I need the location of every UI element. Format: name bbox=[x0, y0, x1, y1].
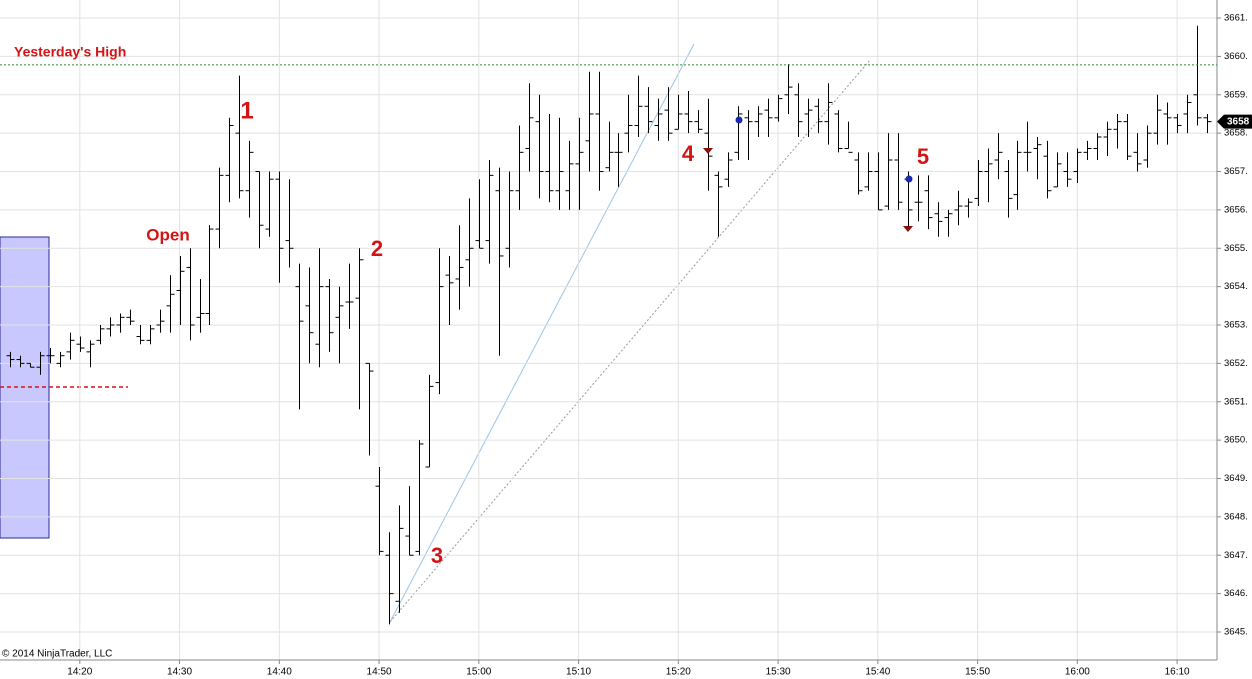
y-tick-label: 3649. bbox=[1224, 473, 1248, 484]
y-tick-label: 3661. bbox=[1224, 13, 1248, 24]
annotation: 4 bbox=[682, 141, 695, 166]
y-tick-label: 3648. bbox=[1224, 511, 1248, 522]
y-tick-label: 3655. bbox=[1224, 243, 1248, 254]
signal-dot bbox=[905, 175, 913, 183]
signal-arrow bbox=[903, 226, 913, 232]
last-price-label: 3658 bbox=[1227, 116, 1250, 127]
y-tick-label: 3651. bbox=[1224, 396, 1248, 407]
annotation: 3 bbox=[431, 543, 443, 568]
x-tick-label: 14:30 bbox=[167, 667, 192, 678]
x-tick-label: 15:00 bbox=[466, 667, 491, 678]
trend-line bbox=[389, 43, 695, 623]
x-tick-label: 15:50 bbox=[965, 667, 990, 678]
y-tick-label: 3645. bbox=[1224, 627, 1248, 638]
y-tick-label: 3647. bbox=[1224, 550, 1248, 561]
y-tick-label: 3656. bbox=[1224, 204, 1248, 215]
annotation: 2 bbox=[371, 236, 383, 261]
y-tick-label: 3659. bbox=[1224, 89, 1248, 100]
grid bbox=[0, 0, 1217, 660]
annotation: 5 bbox=[917, 144, 929, 169]
x-tick-label: 15:40 bbox=[865, 667, 890, 678]
y-tick-label: 3652. bbox=[1224, 358, 1248, 369]
signal-dot bbox=[735, 116, 743, 124]
x-tick-label: 15:10 bbox=[566, 667, 591, 678]
signal-arrow bbox=[703, 148, 713, 154]
y-tick-label: 3658. bbox=[1224, 128, 1248, 139]
y-tick-label: 3646. bbox=[1224, 588, 1248, 599]
x-tick-label: 15:20 bbox=[666, 667, 691, 678]
x-tick-label: 14:50 bbox=[367, 667, 392, 678]
trend-line bbox=[389, 59, 871, 623]
x-tick-label: 15:30 bbox=[766, 667, 791, 678]
copyright: © 2014 NinjaTrader, LLC bbox=[2, 649, 112, 660]
y-tick-label: 3654. bbox=[1224, 281, 1248, 292]
y-tick-label: 3653. bbox=[1224, 320, 1248, 331]
bars bbox=[6, 25, 1212, 625]
y-tick-label: 3657. bbox=[1224, 166, 1248, 177]
last-price-box bbox=[1217, 114, 1252, 129]
x-tick-label: 14:40 bbox=[267, 667, 292, 678]
y-tick-label: 3660. bbox=[1224, 51, 1248, 62]
y-tick-label: 3650. bbox=[1224, 435, 1248, 446]
annotation: 1 bbox=[240, 97, 253, 124]
x-tick-label: 16:00 bbox=[1065, 667, 1090, 678]
reference-label: Yesterday's High bbox=[14, 44, 126, 60]
annotation: Open bbox=[146, 225, 189, 244]
x-tick-label: 16:10 bbox=[1165, 667, 1190, 678]
x-tick-label: 14:20 bbox=[67, 667, 92, 678]
